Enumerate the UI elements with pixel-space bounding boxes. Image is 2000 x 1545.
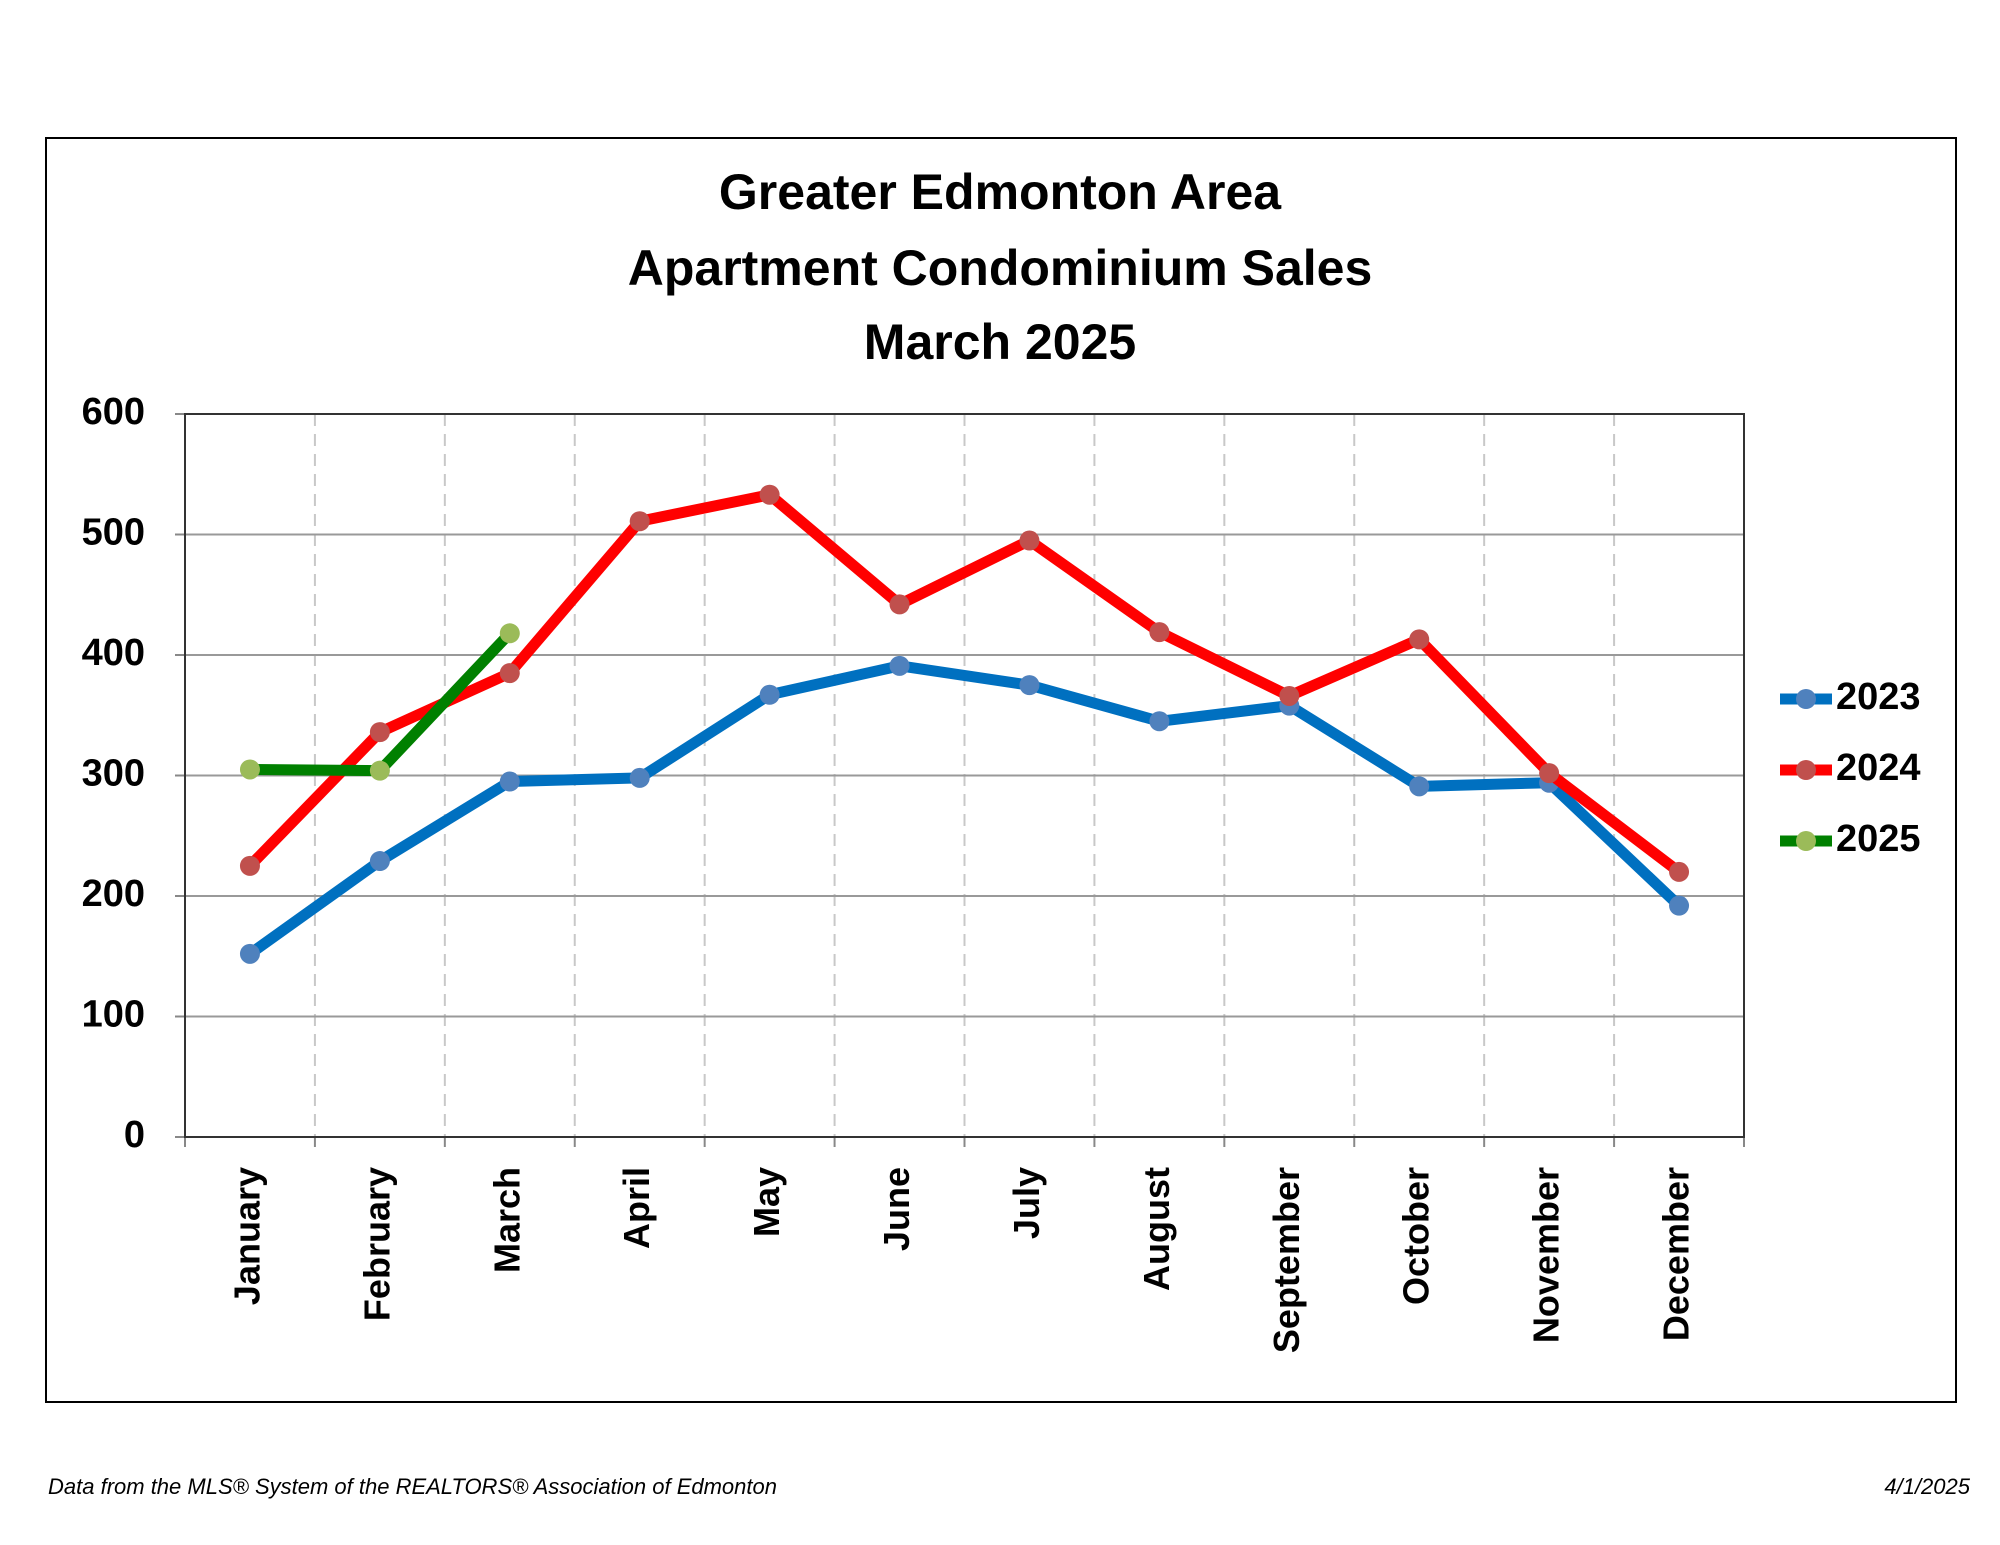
chart-title: Greater Edmonton Area <box>719 164 1282 220</box>
data-point <box>239 855 260 876</box>
data-point <box>1149 711 1170 732</box>
legend-marker <box>1796 760 1816 780</box>
x-tick-label: July <box>1006 1167 1047 1239</box>
x-tick-label: December <box>1656 1167 1697 1341</box>
data-point <box>239 943 260 964</box>
data-point <box>1019 675 1040 696</box>
series-line <box>249 629 514 777</box>
data-point <box>369 851 390 872</box>
x-tick-label: April <box>616 1167 657 1249</box>
y-tick-label: 400 <box>82 632 145 674</box>
data-point <box>1019 530 1040 551</box>
data-point <box>239 759 260 780</box>
data-point <box>629 767 650 788</box>
y-tick-label: 0 <box>124 1114 145 1156</box>
series-line <box>246 660 1683 959</box>
data-point <box>499 623 520 644</box>
x-tick-label: August <box>1136 1167 1177 1291</box>
legend-label: 2024 <box>1836 747 1921 789</box>
x-tick-label: May <box>746 1167 787 1237</box>
plot-frame <box>184 413 1745 1138</box>
data-point <box>499 771 520 792</box>
data-point <box>1409 776 1430 797</box>
data-point <box>499 663 520 684</box>
x-tick-label: February <box>356 1167 397 1321</box>
y-tick-label: 100 <box>82 994 145 1036</box>
date-note: 4/1/2025 <box>1884 1474 1970 1499</box>
y-tick-label: 500 <box>82 512 145 554</box>
legend-marker <box>1796 689 1816 709</box>
legend-label: 2023 <box>1836 676 1921 718</box>
data-point <box>1539 763 1560 784</box>
x-tick-label: March <box>486 1167 527 1273</box>
chart-title: March 2025 <box>864 314 1136 370</box>
data-point <box>889 655 910 676</box>
chart-title: Apartment Condominium Sales <box>628 240 1373 296</box>
legend-label: 2025 <box>1836 818 1921 860</box>
data-point <box>1279 685 1300 706</box>
y-tick-label: 300 <box>82 753 145 795</box>
source-note: Data from the MLS® System of the REALTOR… <box>48 1474 777 1499</box>
legend-marker <box>1796 831 1816 851</box>
chart-frame <box>45 137 1957 1403</box>
x-tick-label: November <box>1526 1167 1567 1343</box>
x-tick-label: October <box>1396 1167 1437 1305</box>
y-tick-label: 200 <box>82 873 145 915</box>
data-point <box>1409 629 1430 650</box>
data-point <box>889 594 910 615</box>
data-point <box>1669 861 1690 882</box>
x-tick-label: September <box>1266 1167 1307 1353</box>
x-tick-label: January <box>226 1167 267 1305</box>
data-point <box>369 722 390 743</box>
data-point <box>1149 622 1170 643</box>
x-tick-label: June <box>876 1167 917 1251</box>
data-point <box>759 684 780 705</box>
data-point <box>1669 895 1690 916</box>
data-point <box>629 511 650 532</box>
data-point <box>369 760 390 781</box>
y-tick-label: 600 <box>82 391 145 433</box>
series-line <box>246 489 1683 877</box>
data-point <box>759 484 780 505</box>
